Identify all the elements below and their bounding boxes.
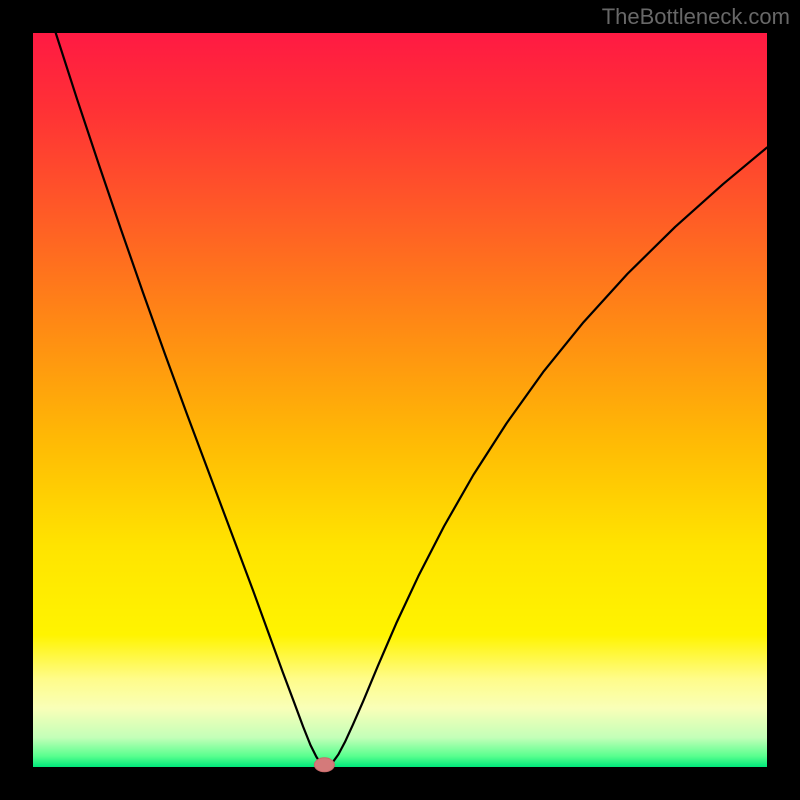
plot-background xyxy=(33,33,767,767)
chart-container: TheBottleneck.com xyxy=(0,0,800,800)
chart-svg xyxy=(0,0,800,800)
watermark-text: TheBottleneck.com xyxy=(602,4,790,30)
minimum-marker xyxy=(314,758,334,772)
